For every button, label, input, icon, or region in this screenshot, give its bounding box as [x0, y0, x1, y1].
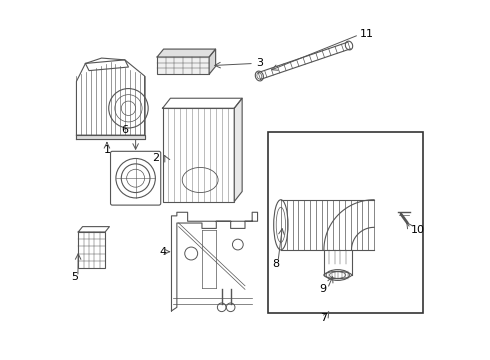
Polygon shape — [157, 49, 216, 57]
Text: 2: 2 — [152, 153, 159, 163]
FancyBboxPatch shape — [111, 151, 161, 205]
Text: 5: 5 — [72, 272, 78, 282]
Bar — [157, 57, 209, 74]
Polygon shape — [234, 98, 242, 202]
Text: 8: 8 — [272, 259, 279, 269]
Polygon shape — [76, 135, 145, 139]
Bar — [163, 108, 234, 202]
Text: 10: 10 — [411, 225, 425, 235]
Text: 4: 4 — [159, 247, 166, 257]
Bar — [269, 132, 422, 313]
Text: 1: 1 — [103, 144, 110, 154]
Bar — [78, 232, 105, 268]
Text: 9: 9 — [319, 284, 327, 294]
Text: 3: 3 — [256, 58, 263, 68]
Text: 6: 6 — [122, 125, 128, 135]
Text: 7: 7 — [320, 313, 327, 323]
Polygon shape — [209, 49, 216, 74]
Text: 11: 11 — [360, 29, 374, 39]
